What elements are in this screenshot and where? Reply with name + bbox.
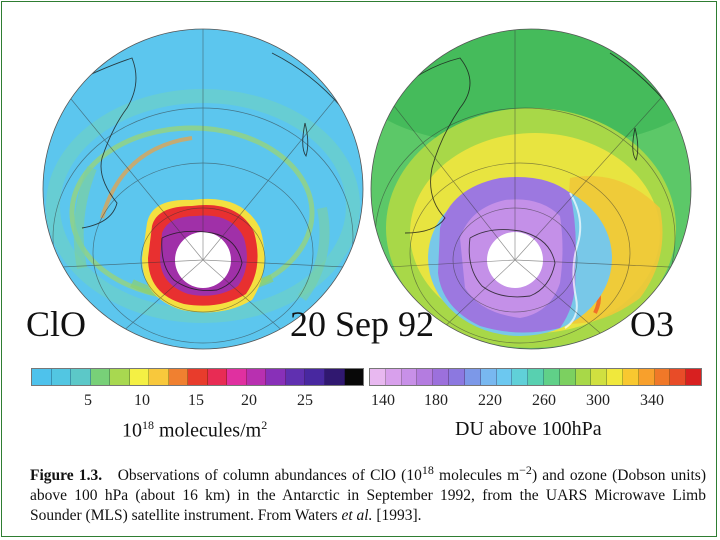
clo-unit-rest: molecules/m <box>159 419 262 442</box>
o3-colorbar-swatch <box>417 369 434 385</box>
clo-colorbar-swatch <box>110 369 130 385</box>
clo-colorbar <box>31 368 364 386</box>
o3-tick-label: 260 <box>532 392 556 409</box>
o3-colorbar-swatch <box>623 369 639 385</box>
o3-colorbar-swatch <box>401 369 418 385</box>
clo-tick-label: 20 <box>241 392 257 409</box>
o3-colorbar-swatch <box>575 369 592 385</box>
o3-colorbar-swatch <box>512 369 529 385</box>
clo-unit-exp2: 2 <box>261 418 268 432</box>
clo-colorbar-swatch <box>305 369 325 385</box>
o3-colorbar-swatch <box>591 369 608 385</box>
o3-colorbar-ticks: 140 180 220 260 300 340 <box>369 392 702 414</box>
clo-globe-map <box>42 28 364 350</box>
o3-tick-label: 340 <box>640 392 664 409</box>
o3-globe-map <box>370 28 692 350</box>
clo-tick-label: 15 <box>188 392 204 409</box>
clo-colorbar-swatch <box>90 369 111 385</box>
o3-colorbar-swatch <box>449 369 465 385</box>
o3-colorbar-swatch <box>654 369 671 385</box>
clo-colorbar-ticks: 5 10 15 20 25 <box>31 392 364 414</box>
o3-colorbar-swatch <box>559 369 576 385</box>
o3-title: O3 <box>630 304 674 344</box>
clo-tick-label: 10 <box>134 392 150 409</box>
clo-colorbar-swatch <box>207 369 228 385</box>
o3-colorbar-swatch <box>670 369 687 385</box>
caption-text-1: Observations of column abundances of ClO… <box>117 467 422 485</box>
clo-colorbar-swatch <box>344 369 364 385</box>
clo-colorbar-swatch <box>71 369 91 385</box>
o3-colorbar-swatch <box>686 369 702 385</box>
date-title: 20 Sep 92 <box>290 304 434 344</box>
o3-tick-label: 180 <box>424 392 448 409</box>
o3-colorbar-swatch <box>433 369 450 385</box>
clo-colorbar-swatch <box>285 369 306 385</box>
o3-tick-label: 300 <box>586 392 610 409</box>
o3-colorbar-swatch <box>543 369 560 385</box>
o3-colorbar-swatch <box>385 369 402 385</box>
o3-tick-label: 140 <box>371 392 395 409</box>
clo-colorbar-swatch <box>188 369 208 385</box>
o3-colorbar <box>369 368 702 386</box>
o3-colorbar-swatch <box>528 369 544 385</box>
clo-colorbar-swatch <box>227 369 247 385</box>
caption-text-2: molecules m <box>433 467 520 485</box>
o3-colorbar-swatch <box>370 369 386 385</box>
o3-tick-label: 220 <box>478 392 502 409</box>
clo-tick-label: 5 <box>84 392 92 409</box>
clo-unit-label: 1018 molecules/m2 <box>122 418 267 443</box>
o3-colorbar-swatch <box>464 369 481 385</box>
caption-et-al: et al. <box>341 507 373 525</box>
figure-number: Figure 1.3. <box>30 467 103 485</box>
clo-colorbar-swatch <box>266 369 286 385</box>
clo-colorbar-swatch <box>149 369 169 385</box>
clo-colorbar-swatch <box>51 369 72 385</box>
caption-text-3: ) and ozone (Dobson units) above 100 hPa… <box>30 467 706 525</box>
figure-caption: Figure 1.3. Observations of column abund… <box>30 460 706 526</box>
clo-title: ClO <box>26 304 87 344</box>
clo-colorbar-swatch <box>246 369 267 385</box>
o3-colorbar-swatch <box>607 369 623 385</box>
o3-colorbar-swatch <box>638 369 655 385</box>
o3-colorbar-swatch <box>496 369 513 385</box>
caption-exp-1: 18 <box>421 463 434 477</box>
clo-tick-label: 25 <box>297 392 313 409</box>
o3-colorbar-swatch <box>480 369 497 385</box>
clo-colorbar-swatch <box>32 369 52 385</box>
clo-colorbar-swatch <box>324 369 345 385</box>
caption-text-4: [1993]. <box>372 507 422 525</box>
clo-colorbar-swatch <box>168 369 189 385</box>
clo-unit-exp: 18 <box>142 418 154 432</box>
o3-unit-label: DU above 100hPa <box>455 418 602 440</box>
clo-unit-base: 10 <box>122 419 142 442</box>
caption-exp-2: −2 <box>519 463 532 477</box>
clo-colorbar-swatch <box>129 369 150 385</box>
